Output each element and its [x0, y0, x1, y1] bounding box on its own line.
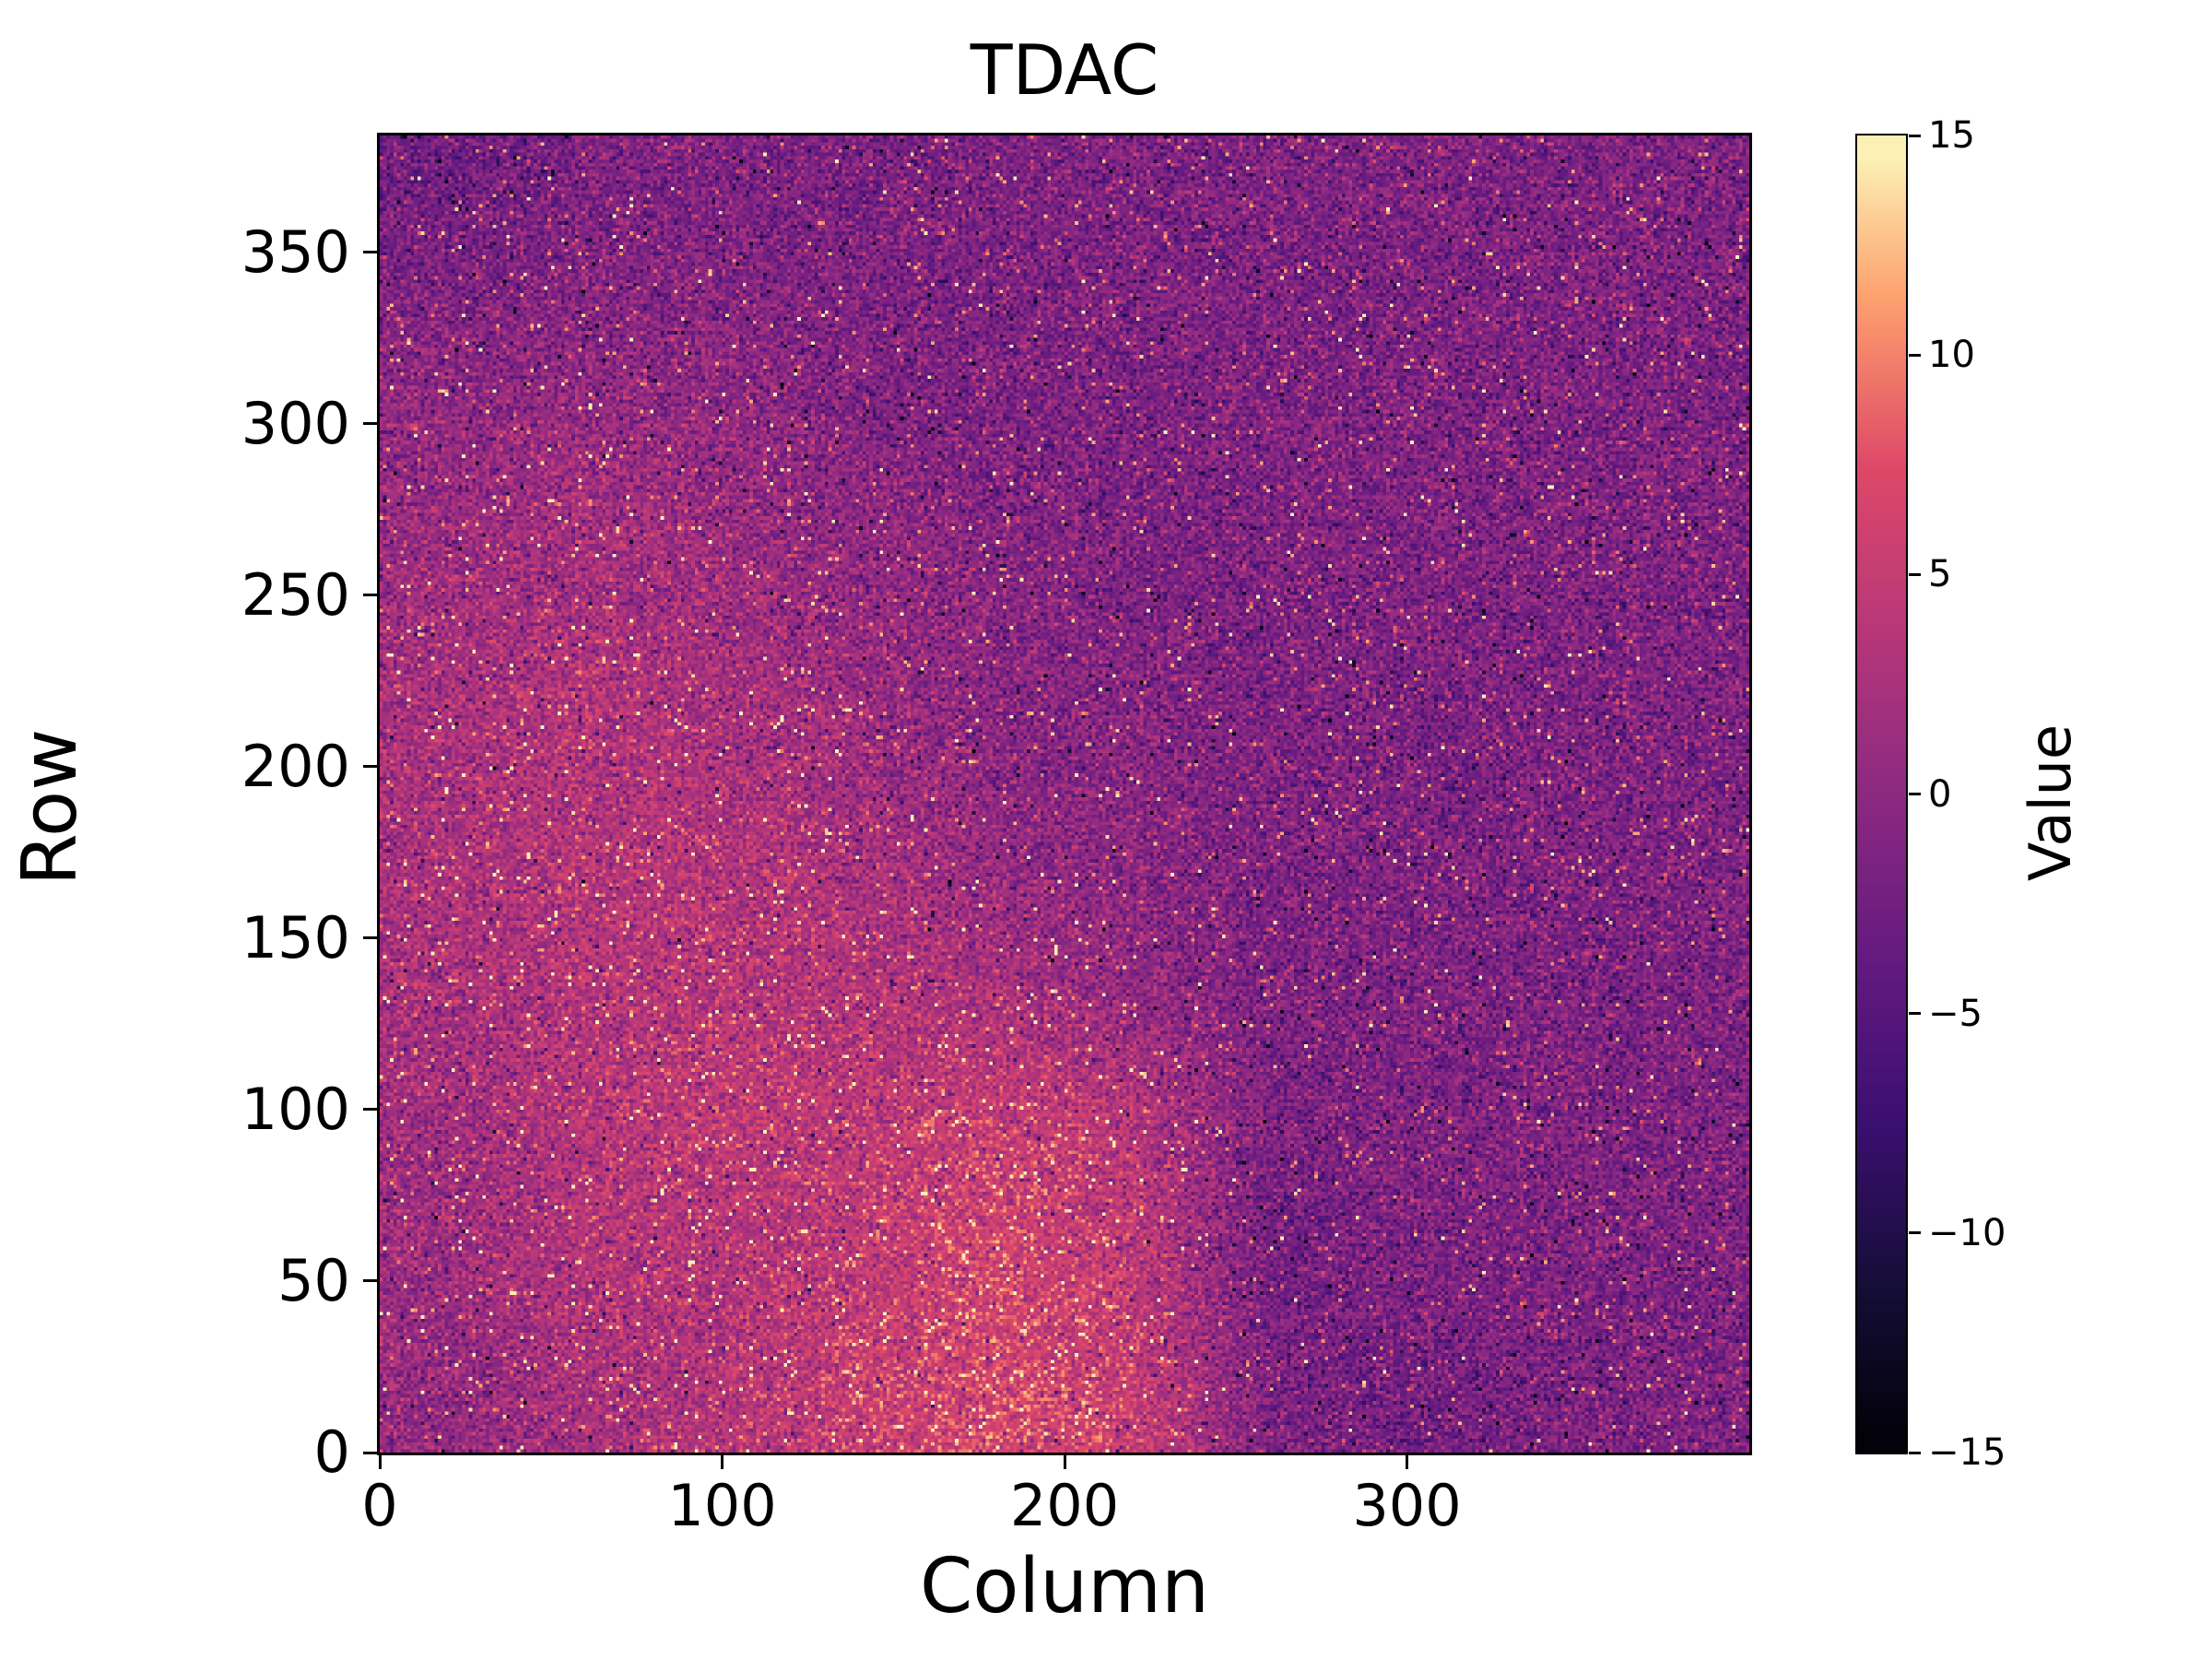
x-tick-label: 200 — [1009, 1472, 1120, 1539]
y-tick-label: 100 — [241, 1075, 350, 1143]
x-tick-mark — [721, 1455, 724, 1469]
y-tick-mark — [363, 594, 377, 597]
colorbar-tick-mark — [1909, 572, 1921, 576]
colorbar-tick-label: −10 — [1928, 1211, 2006, 1254]
chart-title: TDAC — [970, 29, 1159, 111]
x-tick-label: 300 — [1352, 1472, 1462, 1539]
y-axis-label: Row — [6, 728, 94, 887]
y-tick-mark — [363, 251, 377, 254]
x-axis-label: Column — [919, 1543, 1210, 1630]
colorbar-tick-mark — [1909, 1231, 1921, 1235]
y-tick-mark — [363, 422, 377, 426]
y-tick-mark — [363, 1279, 377, 1283]
colorbar-tick-label: 10 — [1928, 334, 1975, 377]
colorbar-tick-mark — [1909, 134, 1921, 137]
x-tick-label: 100 — [667, 1472, 777, 1539]
x-tick-label: 0 — [361, 1472, 398, 1539]
y-tick-label: 300 — [241, 389, 350, 457]
colorbar — [1855, 134, 1908, 1454]
y-tick-mark — [363, 1451, 377, 1454]
colorbar-tick-mark — [1909, 353, 1921, 357]
y-tick-label: 50 — [277, 1246, 350, 1314]
colorbar-tick-mark — [1909, 793, 1921, 795]
y-tick-mark — [363, 936, 377, 940]
y-tick-mark — [363, 765, 377, 769]
y-tick-label: 350 — [241, 218, 350, 286]
heatmap-canvas — [380, 135, 1749, 1453]
colorbar-tick-mark — [1909, 1012, 1921, 1016]
x-tick-mark — [378, 1455, 382, 1469]
y-tick-label: 0 — [313, 1418, 350, 1486]
colorbar-tick-label: 5 — [1928, 553, 1952, 596]
x-tick-mark — [1406, 1455, 1408, 1469]
colorbar-tick-label: −5 — [1928, 992, 1983, 1035]
colorbar-tick-label: 0 — [1928, 772, 1952, 816]
y-tick-label: 150 — [241, 903, 350, 971]
colorbar-tick-label: 15 — [1928, 114, 1975, 157]
colorbar-tick-label: −15 — [1928, 1431, 2006, 1474]
y-tick-label: 250 — [241, 560, 350, 629]
colorbar-tick-mark — [1909, 1451, 1921, 1454]
plot-area — [377, 133, 1752, 1455]
y-tick-label: 200 — [241, 732, 350, 800]
y-tick-mark — [363, 1108, 377, 1112]
colorbar-canvas — [1857, 135, 1906, 1453]
x-tick-mark — [1063, 1455, 1066, 1469]
